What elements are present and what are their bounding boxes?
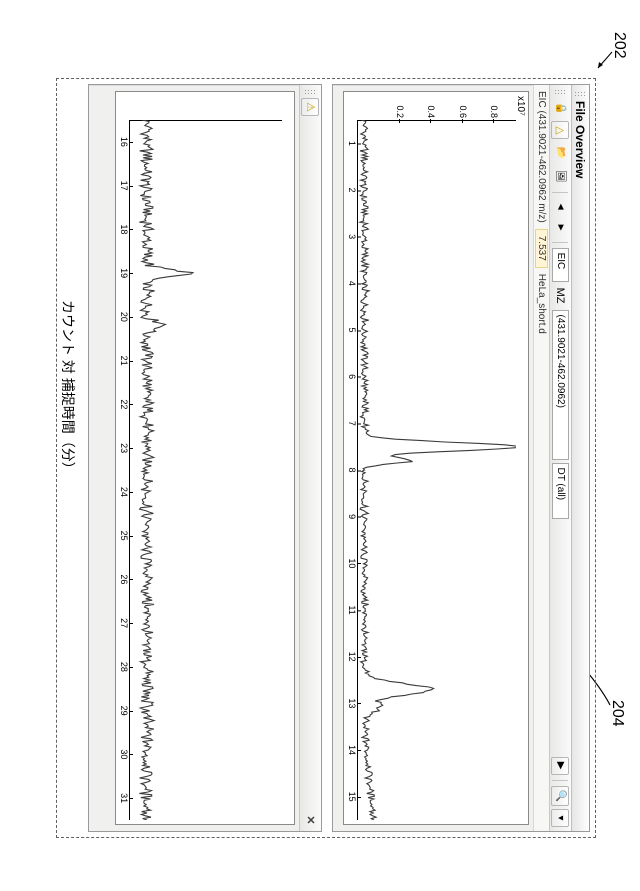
- ref-202-arrow: [589, 50, 614, 74]
- titlebar: File Overview: [571, 85, 589, 831]
- x-axis: 16171819202122232425262728293031: [116, 120, 130, 820]
- separator: [553, 192, 569, 193]
- sub-info-row: EIC (431.9021-462.0962 m/z) 7.537 HeLa_s…: [533, 85, 549, 831]
- separator: [553, 780, 569, 781]
- trace: [130, 120, 282, 820]
- chromatogram-plot-1: x10⁷ 0.20.40.60.8 123456789101112131415: [343, 91, 529, 825]
- nav-left-icon[interactable]: ◄: [552, 198, 570, 216]
- nav-right-icon[interactable]: ►: [552, 219, 570, 237]
- eic-description: EIC (431.9021-462.0962 m/z): [536, 91, 547, 223]
- mz-label: MZ: [555, 285, 567, 307]
- eic-field[interactable]: EIC: [552, 248, 569, 282]
- open-icon[interactable]: 📂: [552, 142, 570, 162]
- close-icon[interactable]: ✕: [304, 813, 318, 827]
- y-ticks: 0.20.40.60.8: [358, 92, 516, 120]
- mz-range-field[interactable]: (431.9021-462.0962): [552, 310, 569, 460]
- grip-icon: [555, 89, 567, 95]
- image-icon[interactable]: 🖼: [552, 166, 570, 187]
- lock-icon[interactable]: 🔒: [552, 98, 570, 118]
- x-axis-title: カウント 対 捕捉時間（分）: [58, 300, 78, 476]
- file-overview-window: File Overview 🔒 △ 📂 🖼 ◄ ► EIC MZ (431.90…: [332, 84, 590, 832]
- dt-field[interactable]: DT (all): [552, 463, 569, 519]
- x-axis: 123456789101112131415: [344, 120, 358, 820]
- chromatogram-plot-2: 16171819202122232425262728293031: [115, 91, 295, 825]
- warning-icon[interactable]: △: [552, 121, 570, 139]
- y-multiplier: x10⁷: [515, 96, 526, 116]
- separator: [553, 242, 569, 243]
- grip-icon: [575, 91, 587, 97]
- toolbar: 🔒 △ 📂 🖼 ◄ ► EIC MZ (431.9021-462.0962) D…: [549, 85, 571, 831]
- play-button[interactable]: ▶: [552, 757, 570, 775]
- rt-value: 7.537: [535, 229, 548, 268]
- toolbar: ⚠ ✕: [299, 85, 321, 831]
- window-title: File Overview: [572, 101, 590, 178]
- grip-icon: [305, 89, 317, 95]
- zoom-button[interactable]: 🔍: [552, 786, 570, 806]
- warning-icon[interactable]: ⚠: [302, 98, 320, 116]
- menu-button[interactable]: ▾: [552, 809, 570, 827]
- trace: [358, 120, 516, 820]
- filename: HeLa_short.d: [536, 274, 547, 334]
- chromatogram-window-2: ⚠ ✕ 16171819202122232425262728293031: [88, 84, 322, 832]
